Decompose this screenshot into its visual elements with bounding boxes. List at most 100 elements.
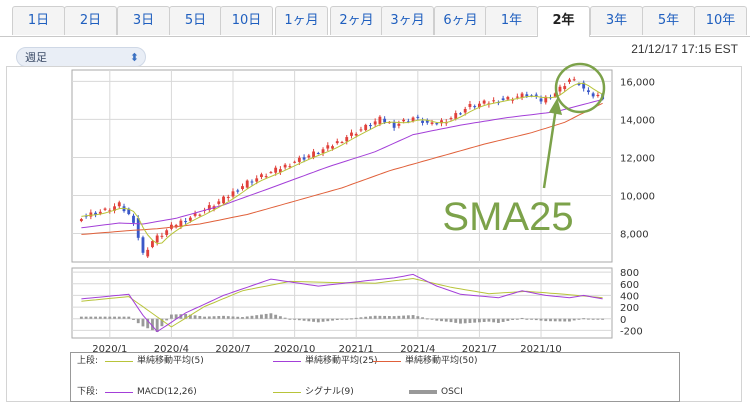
osci-bar <box>553 318 557 322</box>
candle-body <box>269 172 273 174</box>
tab-2[interactable]: 2日 <box>64 6 117 35</box>
tab-8[interactable]: 3ヶ月 <box>381 6 434 35</box>
macd-plot-area <box>71 267 613 339</box>
candle-body <box>596 94 600 97</box>
y-tick-label: 200 <box>620 303 639 314</box>
candle-body <box>425 119 429 123</box>
osci-bar <box>549 318 552 322</box>
tab-10[interactable]: 1年 <box>485 6 538 35</box>
legend-lower-label: 下段: <box>77 387 99 397</box>
candle-body <box>165 230 169 235</box>
tab-12[interactable]: 3年 <box>590 6 643 35</box>
candle-body <box>350 132 353 136</box>
candle-body <box>402 119 406 122</box>
candle-body <box>236 190 240 192</box>
osci-bar <box>113 316 116 319</box>
tab-4[interactable]: 5日 <box>169 6 222 35</box>
x-tick-label: 2021/10 <box>520 344 562 355</box>
candle-body <box>89 212 93 217</box>
tab-6[interactable]: 1ヶ月 <box>275 6 328 35</box>
osci-bar <box>345 318 349 320</box>
osci-bar <box>151 318 154 331</box>
osci-bar <box>283 317 287 319</box>
candle-body <box>582 82 586 89</box>
osci-bar <box>468 318 472 323</box>
tab-9[interactable]: 6ヶ月 <box>434 6 487 35</box>
osci-bar <box>193 315 197 319</box>
osci-bar <box>520 317 524 319</box>
osci-bar <box>416 316 420 319</box>
osci-bar <box>108 316 112 319</box>
candle-body <box>369 125 372 127</box>
candle-body <box>321 149 325 154</box>
osci-bar <box>293 318 297 320</box>
osci-bar <box>568 318 571 322</box>
osci-bar <box>530 318 533 320</box>
osci-bar <box>558 318 562 322</box>
candle-body <box>94 212 98 216</box>
candle-body <box>188 217 192 221</box>
y-tick-label: 400 <box>620 291 639 302</box>
candle-body <box>226 196 230 198</box>
y-tick-label: 16,000 <box>620 77 655 88</box>
candle-body <box>278 169 282 173</box>
period-tabs: 1日 2日 3日 5日 10日 1ヶ月 2ヶ月 3ヶ月 6ヶ月 1年 2年 3年 5年 10年 <box>0 0 750 37</box>
osci-bar <box>307 318 311 322</box>
y-tick-label: 10,000 <box>620 191 655 202</box>
candle-body <box>378 116 382 124</box>
osci-bar <box>264 313 268 319</box>
osci-bar <box>440 318 443 322</box>
osci-bar <box>492 318 496 323</box>
candle-body <box>397 123 401 126</box>
candle-body <box>364 124 368 131</box>
osci-bar <box>278 316 282 319</box>
osci-bar <box>236 316 240 319</box>
candle-body <box>241 186 244 190</box>
osci-bar <box>321 318 325 322</box>
osci-bar <box>241 317 244 319</box>
osci-bar <box>487 318 491 322</box>
candle-body <box>316 152 320 154</box>
candle-body <box>255 178 259 182</box>
timestamp: 21/12/17 17:15 EST <box>631 42 738 56</box>
candle-body <box>591 93 595 97</box>
candle-body <box>406 121 410 123</box>
osci-bar <box>454 318 458 323</box>
candle-body <box>449 118 453 120</box>
legend-swatch <box>373 361 401 362</box>
candle-body <box>307 155 311 158</box>
period-select[interactable]: 週足 ⬍ <box>16 47 146 67</box>
osci-bar <box>165 318 169 321</box>
tab-1[interactable]: 1日 <box>12 6 65 35</box>
candle-body <box>416 116 420 118</box>
legend-swatch <box>105 361 133 362</box>
osci-bar <box>591 318 595 320</box>
osci-bar <box>122 316 126 319</box>
osci-bar <box>354 317 358 319</box>
tab-11[interactable]: 2年 <box>537 6 590 37</box>
osci-bar <box>435 318 439 321</box>
x-tick-label: 2021/4 <box>400 344 435 355</box>
osci-bar <box>288 318 292 320</box>
x-tick-label: 2020/4 <box>154 344 189 355</box>
candle-body <box>79 219 83 222</box>
legend-swatch <box>273 392 301 393</box>
osci-bar <box>496 318 500 323</box>
legend-upper-row: 上段: 単純移動平均(5) 単純移動平均(25) 単純移動平均(50) <box>71 354 679 368</box>
tab-14[interactable]: 10年 <box>694 6 747 35</box>
candle-body <box>558 86 562 92</box>
osci-bar <box>260 314 263 319</box>
tab-13[interactable]: 5年 <box>642 6 695 35</box>
y-tick-label: 14,000 <box>620 115 655 126</box>
candle-body <box>435 123 439 125</box>
osci-bar <box>459 318 462 324</box>
tab-5[interactable]: 10日 <box>220 6 273 35</box>
candle-body <box>245 180 249 188</box>
candle-body <box>359 129 363 131</box>
osci-bar <box>79 316 83 319</box>
x-tick-label: 2020/1 <box>92 344 127 355</box>
candle-body <box>117 202 121 207</box>
candle-body <box>217 201 221 204</box>
osci-bar <box>378 315 382 319</box>
osci-bar <box>449 318 453 323</box>
